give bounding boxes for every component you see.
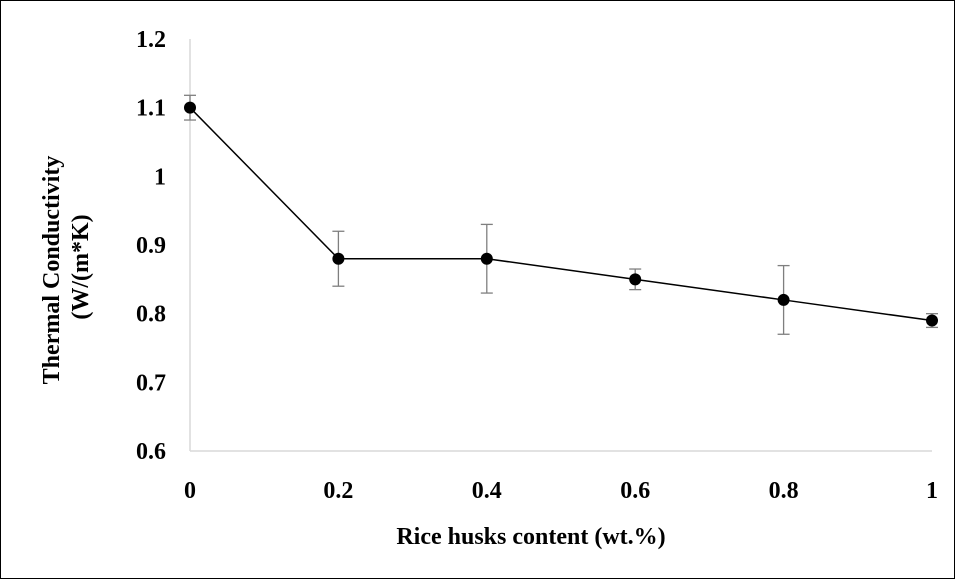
axes — [189, 39, 932, 452]
y-tick-label: 0.7 — [136, 370, 166, 396]
y-tick-labels: 0.6 0.7 0.8 0.9 1 1.1 1.2 — [136, 27, 166, 465]
y-tick-label: 1.1 — [136, 96, 166, 122]
y-tick-label: 1 — [154, 164, 166, 190]
x-tick-label: 0.2 — [323, 478, 353, 504]
x-tick-label: 0.8 — [769, 478, 799, 504]
data-point — [777, 293, 790, 306]
y-axis-title-line-1: Thermal Conductivity — [39, 156, 65, 385]
data-point — [184, 101, 196, 114]
x-tick-labels: 0 0.2 0.4 0.6 0.8 1 — [184, 478, 938, 504]
y-tick-label: 1.2 — [136, 27, 166, 53]
data-point — [480, 252, 493, 265]
y-tick-label: 0.6 — [136, 439, 166, 465]
data-point — [332, 252, 345, 265]
data-points — [184, 101, 938, 327]
x-tick-label: 1 — [926, 478, 938, 504]
data-point — [629, 273, 642, 286]
y-axis-title-line-2: (W/(m*K) — [68, 214, 94, 319]
y-tick-label: 0.9 — [136, 233, 166, 259]
data-point — [926, 314, 938, 327]
x-tick-label: 0.6 — [620, 478, 650, 504]
error-bars — [184, 94, 938, 335]
x-tick-label: 0.4 — [472, 478, 502, 504]
y-axis-title: Thermal Conductivity (W/(m*K) — [39, 150, 94, 385]
y-tick-label: 0.8 — [136, 302, 166, 328]
series-line — [189, 107, 933, 322]
x-tick-label: 0 — [184, 478, 196, 504]
x-axis-title: Rice husks content (wt.%) — [396, 524, 665, 550]
